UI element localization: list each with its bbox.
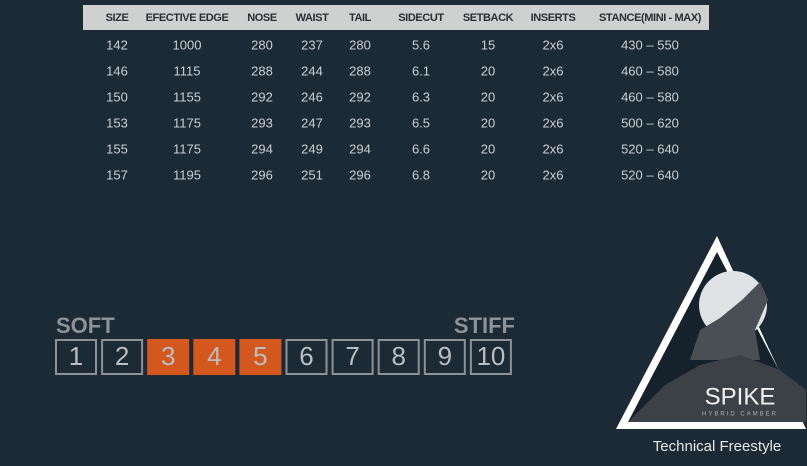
table-cell: 500 – 620 — [621, 115, 679, 130]
logo-subtitle: HYBRID CAMBER — [702, 412, 778, 418]
table-header-cell: INSERTS — [531, 12, 576, 24]
table-cell: 2x6 — [543, 89, 564, 104]
logo-caption: Technical Freestyle — [653, 438, 781, 455]
stiff-label: STIFF — [454, 313, 515, 338]
flex-number: 2 — [115, 341, 129, 371]
table-cell: 6.5 — [412, 115, 430, 130]
table-cell: 153 — [106, 115, 128, 130]
table-cell: 2x6 — [543, 115, 564, 130]
table-cell: 292 — [251, 89, 273, 104]
table-cell: 293 — [251, 115, 273, 130]
table-cell: 520 – 640 — [621, 141, 679, 156]
flex-number: 4 — [207, 341, 221, 371]
logo: SPIKE HYBRID CAMBER — [616, 236, 806, 429]
table-cell: 237 — [301, 37, 323, 52]
logo-name: SPIKE — [705, 383, 776, 410]
table-cell: 294 — [349, 141, 371, 156]
table-cell: 157 — [106, 167, 128, 182]
soft-label: SOFT — [56, 313, 115, 338]
logo-wolf — [690, 282, 768, 360]
table-cell: 288 — [251, 63, 273, 78]
table-cell: 249 — [301, 141, 323, 156]
flex-number: 1 — [69, 341, 83, 371]
flex-number: 5 — [253, 341, 267, 371]
table-cell: 6.1 — [412, 63, 430, 78]
table-cell: 296 — [251, 167, 273, 182]
flex-box — [331, 339, 374, 375]
table-cell: 246 — [301, 89, 323, 104]
table-cell: 15 — [481, 37, 495, 52]
flex-box — [101, 339, 144, 375]
table-cell: 1115 — [174, 63, 201, 78]
flex-number: 6 — [299, 341, 313, 371]
table-header-cell: NOSE — [247, 12, 277, 24]
table-cell: 142 — [106, 37, 128, 52]
logo-ground — [628, 355, 806, 422]
flex-number: 8 — [391, 341, 405, 371]
table-cell: 460 – 580 — [621, 63, 679, 78]
table-cell: 20 — [481, 63, 495, 78]
table-header-cell: TAIL — [349, 12, 372, 24]
table-cell: 2x6 — [543, 141, 564, 156]
table-header-cell: SETBACK — [463, 12, 514, 24]
table-cell: 251 — [301, 167, 323, 182]
table-cell: 244 — [301, 63, 323, 78]
table-cell: 20 — [481, 141, 495, 156]
table-cell: 1155 — [173, 89, 201, 104]
flex-number: 9 — [438, 341, 452, 371]
flex-box — [377, 339, 420, 375]
table-cell: 5.6 — [412, 37, 430, 52]
table-cell: 292 — [349, 89, 371, 104]
flex-number: 3 — [161, 341, 175, 371]
table-cell: 520 – 640 — [621, 167, 679, 182]
flex-box — [285, 339, 328, 375]
table-cell: 1195 — [173, 167, 201, 182]
table-cell: 2x6 — [543, 37, 564, 52]
table-cell: 1175 — [173, 141, 201, 156]
table-cell: 293 — [349, 115, 371, 130]
table-cell: 288 — [349, 63, 371, 78]
flex-box — [55, 339, 97, 375]
table-cell: 6.8 — [412, 167, 430, 182]
table-cell: 155 — [106, 141, 128, 156]
table-cell: 280 — [251, 37, 273, 52]
flex-number: 7 — [345, 341, 359, 371]
table-cell: 6.3 — [412, 89, 430, 104]
table-cell: 150 — [106, 89, 128, 104]
flex-number: 10 — [476, 341, 505, 371]
table-header-cell: WAIST — [296, 12, 330, 24]
table-cell: 247 — [301, 115, 323, 130]
table-header-cell: SIZE — [106, 12, 129, 24]
table-cell: 430 – 550 — [621, 37, 679, 52]
flex-box — [147, 339, 190, 375]
table-header-bar — [83, 5, 709, 30]
table-header-cell: STANCE(MINI - MAX) — [599, 12, 702, 24]
table-cell: 460 – 580 — [621, 89, 679, 104]
table-cell: 296 — [349, 167, 371, 182]
table-cell: 2x6 — [543, 167, 564, 182]
table-cell: 20 — [481, 167, 495, 182]
table-cell: 294 — [251, 141, 273, 156]
table-cell: 2x6 — [543, 63, 564, 78]
table-header-cell: SIDECUT — [398, 12, 444, 24]
flex-box — [423, 339, 466, 375]
table-cell: 146 — [106, 63, 128, 78]
flex-box — [193, 339, 236, 375]
table-cell: 1000 — [173, 37, 202, 52]
table-cell: 1175 — [173, 115, 201, 130]
table-header-cell: EFECTIVE EDGE — [146, 12, 229, 24]
flex-box — [239, 339, 282, 375]
table-cell: 20 — [481, 89, 495, 104]
table-cell: 6.6 — [412, 141, 430, 156]
table-cell: 280 — [349, 37, 371, 52]
flex-box — [469, 339, 512, 375]
table-cell: 20 — [481, 115, 495, 130]
